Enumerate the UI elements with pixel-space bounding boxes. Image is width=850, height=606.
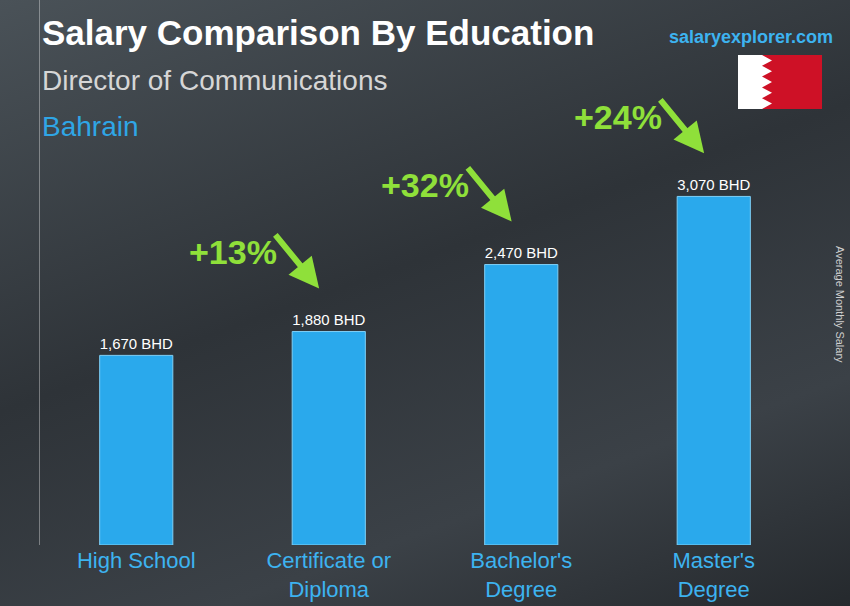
svg-text:1,670 BHD: 1,670 BHD bbox=[100, 335, 173, 352]
svg-text:Director of Communications: Director of Communications bbox=[42, 65, 387, 96]
svg-text:2,470 BHD: 2,470 BHD bbox=[485, 244, 558, 261]
svg-text:Average Monthly Salary: Average Monthly Salary bbox=[834, 246, 846, 363]
svg-text:3,070 BHD: 3,070 BHD bbox=[677, 176, 750, 193]
svg-text:1,880 BHD: 1,880 BHD bbox=[292, 311, 365, 328]
svg-text:Bachelor'sDegree: Bachelor'sDegree bbox=[470, 548, 572, 602]
svg-text:High School: High School bbox=[77, 548, 196, 573]
svg-text:Master'sDegree: Master'sDegree bbox=[673, 548, 755, 602]
svg-text:+24%: +24% bbox=[574, 98, 662, 136]
svg-text:salaryexplorer.com: salaryexplorer.com bbox=[669, 27, 833, 47]
svg-text:+32%: +32% bbox=[381, 166, 469, 204]
svg-text:Bahrain: Bahrain bbox=[42, 111, 139, 142]
svg-text:+13%: +13% bbox=[189, 233, 277, 271]
svg-text:Certificate orDiploma: Certificate orDiploma bbox=[266, 548, 391, 602]
svg-text:Salary Comparison By Education: Salary Comparison By Education bbox=[42, 13, 594, 52]
